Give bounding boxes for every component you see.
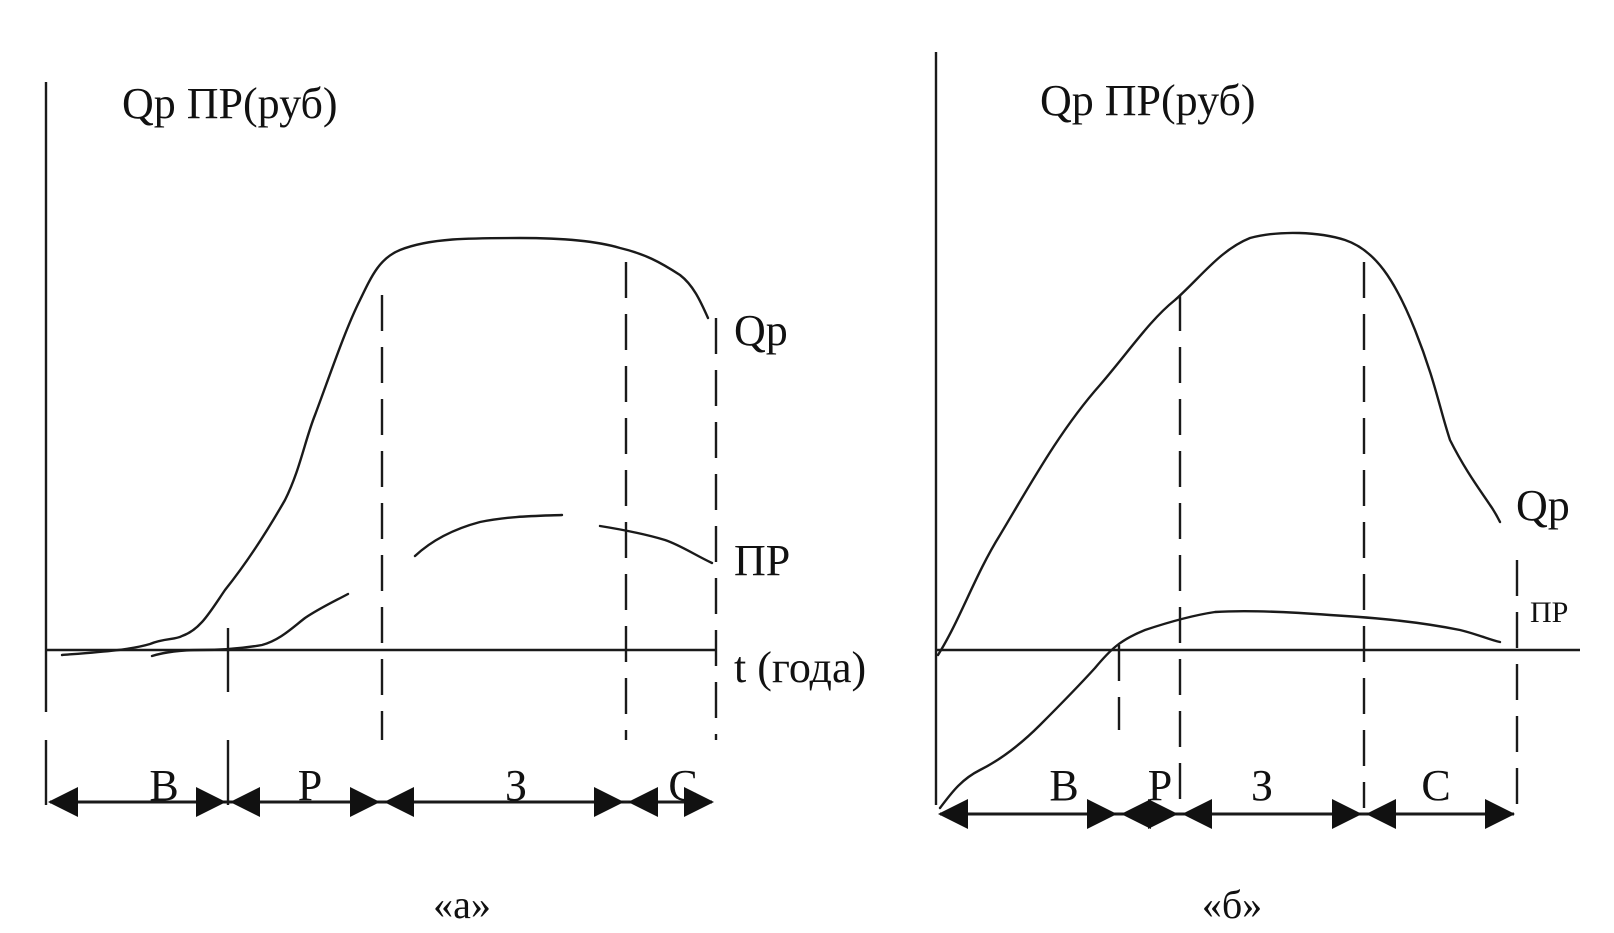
panel-a-phase-z: З <box>505 761 527 810</box>
panel-b-phase-b: В <box>1049 761 1078 810</box>
panel-a-arrow-p-left <box>230 787 260 817</box>
panel-b-arrow-p-right <box>1148 799 1178 829</box>
panel-a-arrow-z-right <box>594 787 624 817</box>
panel-b-phase-s: С <box>1421 761 1450 810</box>
panel-b-arrow-s-left <box>1366 799 1396 829</box>
panel-b-qp-curve <box>936 231 1502 657</box>
panel-a-pr-label: ПР <box>734 536 790 585</box>
panel-b-phase-p: Р <box>1148 761 1172 810</box>
panel-b-pr-label: ПР <box>1530 596 1568 629</box>
panel-a-arrow-z-left <box>384 787 414 817</box>
panel-b-qp-label: Qp <box>1516 481 1570 530</box>
panel-b-arrow-b-left <box>938 799 968 829</box>
panel-a-y-axis-label: Qp ПР(руб) <box>122 79 338 128</box>
panel-a-x-axis-label: t (года) <box>734 643 866 692</box>
panel-a: Qp ПР(руб) В Р З С Qp ПР t (года) <box>44 79 866 927</box>
panel-b-pr-curve <box>938 609 1502 810</box>
panel-a-phase-p: Р <box>298 761 322 810</box>
panel-b-arrow-z-right <box>1332 799 1362 829</box>
panel-a-phase-b: В <box>149 761 178 810</box>
panel-b-arrow-z-left <box>1182 799 1212 829</box>
panel-b-phase-z: З <box>1251 761 1273 810</box>
panel-a-caption: «а» <box>433 882 491 927</box>
panel-a-pr-curve-start <box>150 592 350 658</box>
panel-b-arrow-s-right <box>1485 799 1515 829</box>
panel-b-caption: «б» <box>1202 882 1262 927</box>
panel-a-arrow-s-right <box>684 787 714 817</box>
panel-a-arrow-b-left <box>48 787 78 817</box>
panel-a-qp-label: Qp <box>734 306 788 355</box>
panel-b-arrow-p-left <box>1121 799 1151 829</box>
panel-a-phase-s: С <box>668 761 697 810</box>
panel-a-pr-curve-middle <box>413 513 564 558</box>
panel-a-qp-curve <box>60 236 710 657</box>
panel-b-arrow-b-right <box>1087 799 1117 829</box>
panel-a-arrow-p-right <box>350 787 380 817</box>
panel-b-y-axis-label: Qp ПР(руб) <box>1040 76 1256 125</box>
panel-a-pr-curve-end <box>598 524 714 565</box>
panel-a-arrow-b-right <box>196 787 226 817</box>
panel-a-arrow-s-left <box>628 787 658 817</box>
panel-b: Qp ПР(руб) В Р З С Qp ПР «б» <box>934 52 1580 927</box>
